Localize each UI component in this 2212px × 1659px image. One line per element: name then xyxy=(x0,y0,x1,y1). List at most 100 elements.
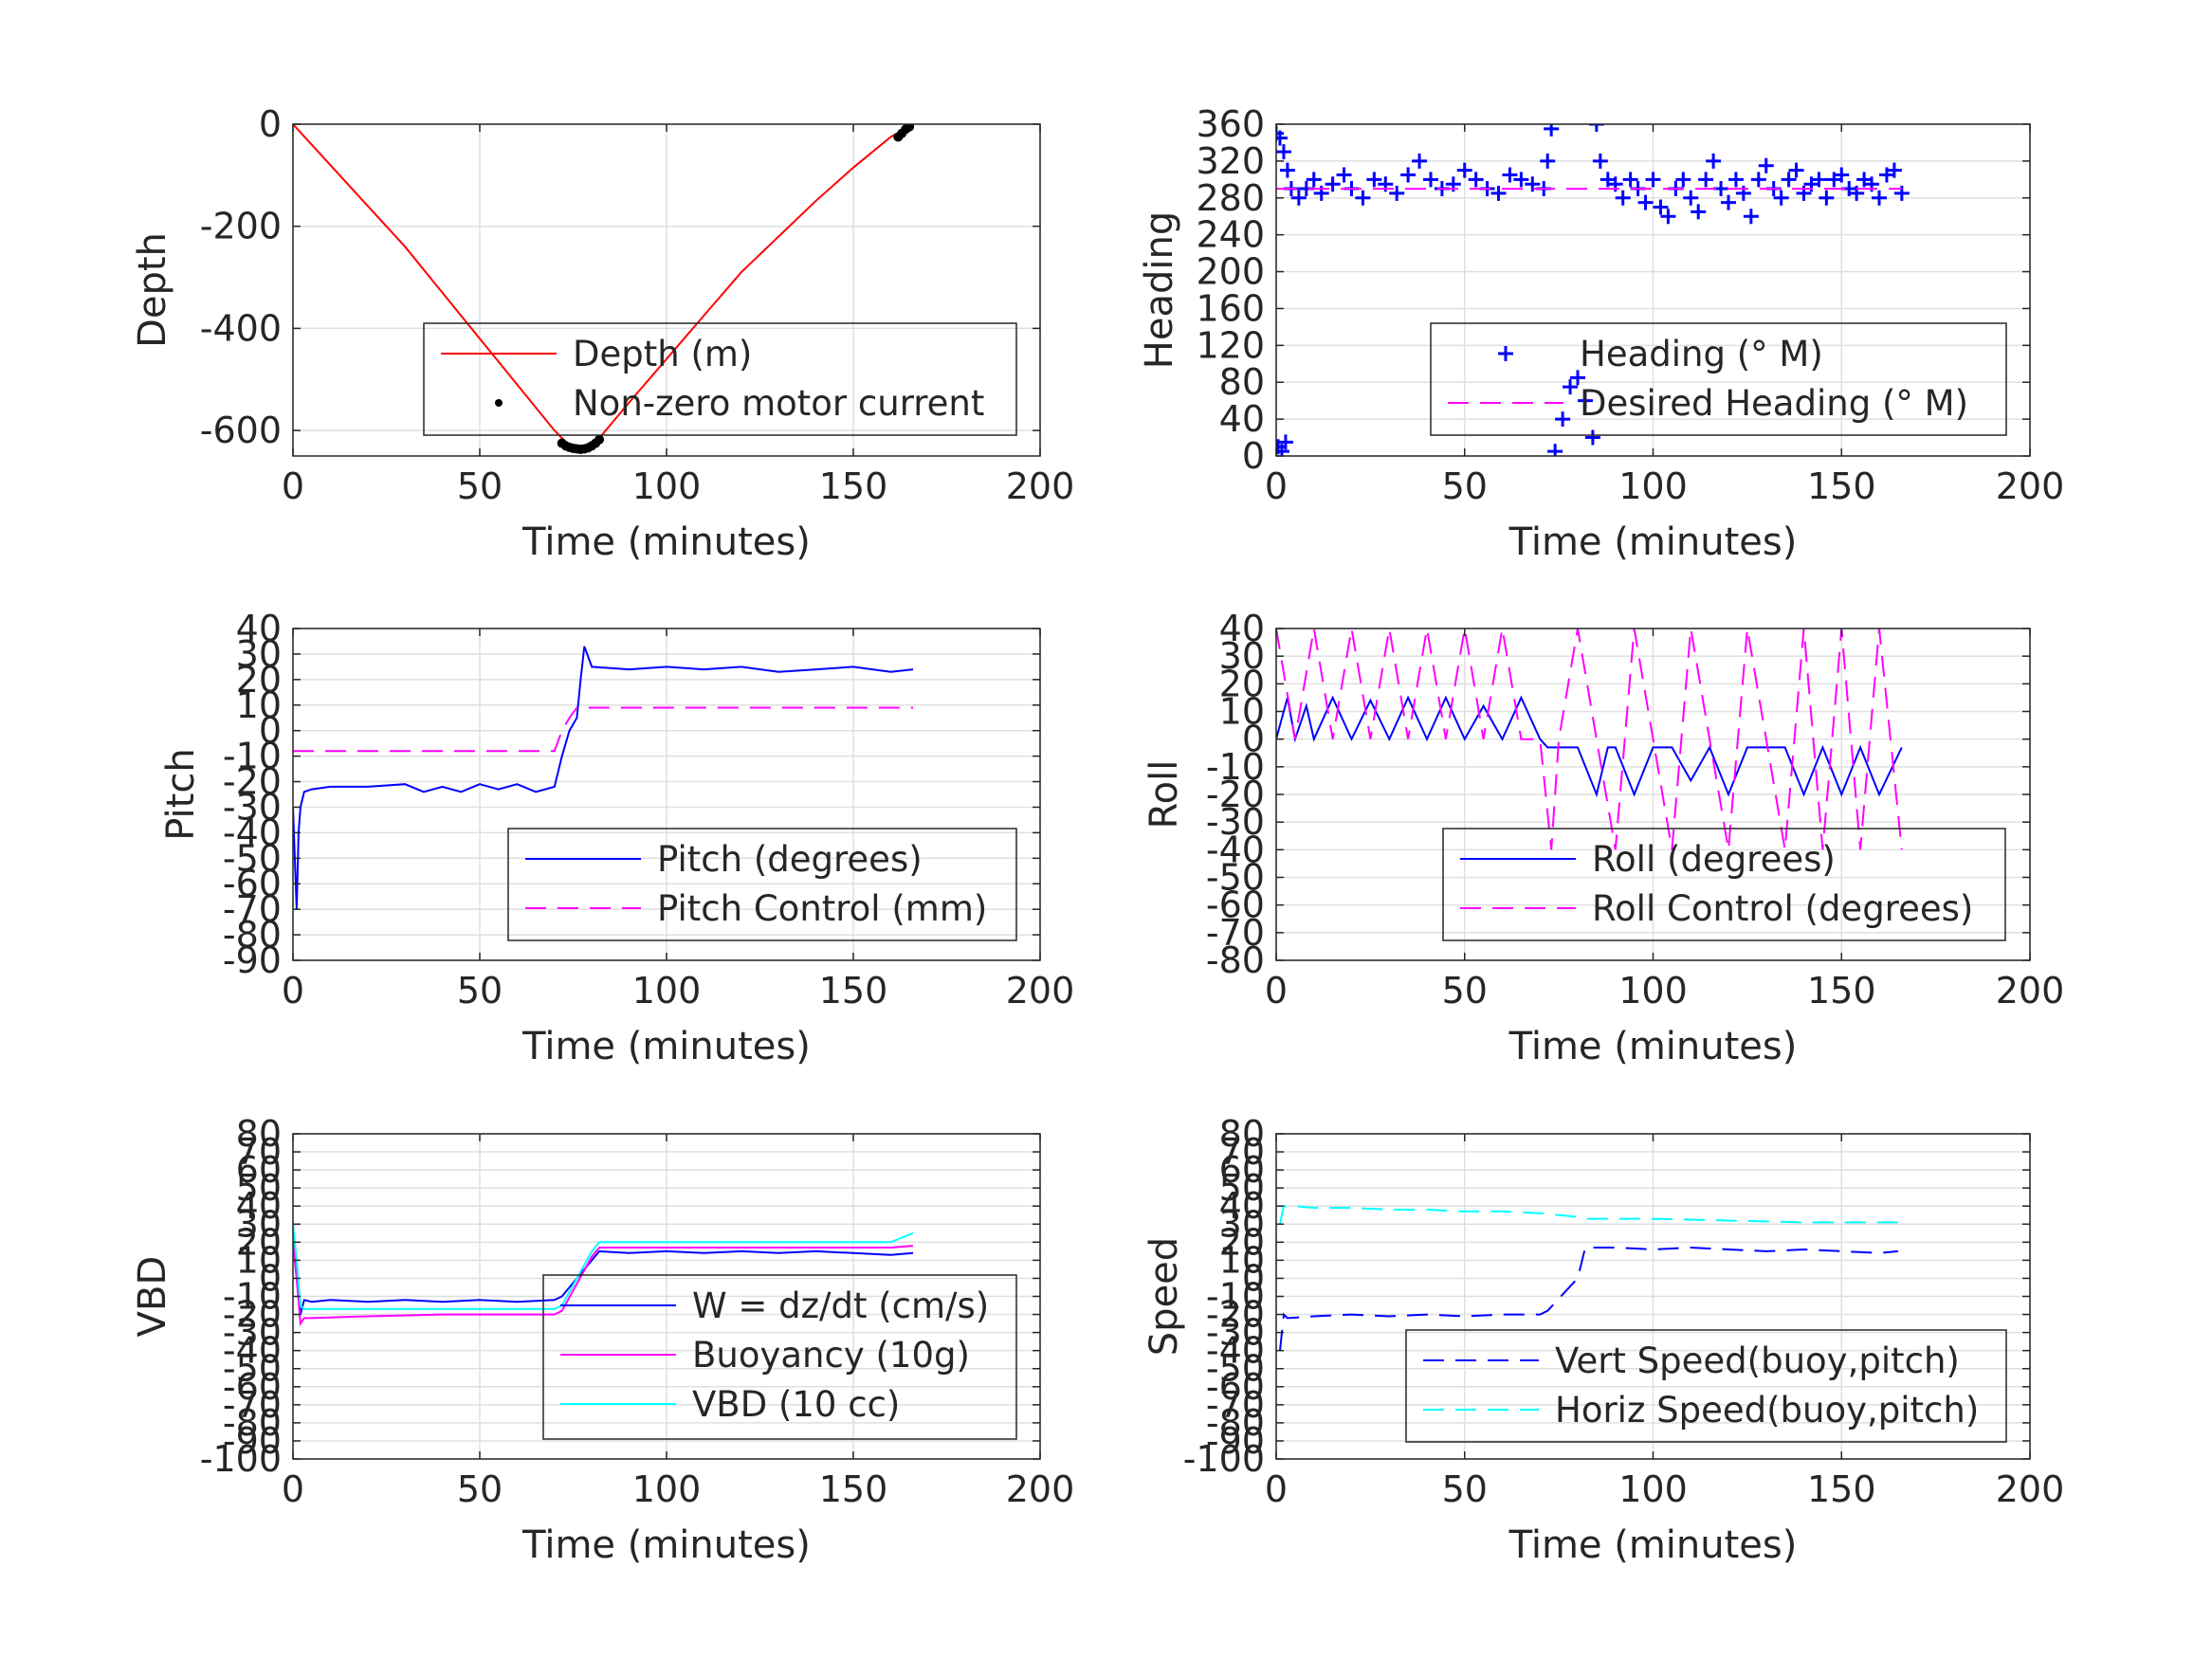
y-tick-label: 70 xyxy=(236,1131,282,1173)
data-point-plus xyxy=(1577,392,1593,409)
data-point-plus xyxy=(1555,411,1571,428)
legend-label: Depth (m) xyxy=(573,334,752,374)
x-tick-label: 50 xyxy=(457,970,503,1012)
legend: Heading (° M) Desired Heading (° M) xyxy=(1430,322,2007,436)
data-point-plus xyxy=(1355,190,1371,206)
y-tick-label: -70 xyxy=(223,888,282,930)
data-point-plus xyxy=(1584,429,1600,446)
y-tick-label: 20 xyxy=(236,1221,282,1263)
series-roll-0-line xyxy=(1276,695,1903,798)
y-tick-label: 240 xyxy=(1196,214,1265,256)
y-tick-label: -50 xyxy=(223,1348,282,1390)
data-point-plus xyxy=(1570,370,1585,386)
data-layer xyxy=(293,1224,914,1326)
data-point-plus xyxy=(1819,190,1835,206)
y-axis-label: Roll xyxy=(1143,760,1186,830)
y-tick-label: 200 xyxy=(1196,251,1265,293)
y-tick-label: -20 xyxy=(223,1294,282,1336)
y-tick-label: -60 xyxy=(1206,884,1265,926)
data-point-plus xyxy=(1422,172,1438,188)
data-point-plus xyxy=(1788,162,1804,178)
data-point-plus xyxy=(1750,172,1766,188)
x-axis-label: Time (minutes) xyxy=(1508,520,1798,564)
legend: Depth (m) Non-zero motor current xyxy=(423,322,1017,436)
series-vbd-2-line xyxy=(293,1224,914,1310)
x-tick-label: 150 xyxy=(1807,1468,1876,1510)
x-tick-label: 50 xyxy=(457,465,503,507)
y-tick-label: -20 xyxy=(1206,774,1265,815)
data-point-plus xyxy=(1306,172,1322,188)
data-point-plus xyxy=(1622,172,1638,188)
y-tick-label: 30 xyxy=(1219,1203,1265,1245)
data-point-plus xyxy=(1773,190,1789,206)
y-tick-label: -50 xyxy=(1206,857,1265,899)
x-tick-label: 200 xyxy=(1996,970,2065,1012)
data-point-plus xyxy=(1276,130,1288,146)
series-roll-1-line xyxy=(1276,629,1903,850)
y-tick-label: 10 xyxy=(1219,691,1265,733)
chart-vbd: 0 50 100 150 200-100-90-80-70-60-50-40-30-20… xyxy=(131,1113,1074,1567)
data-point-plus xyxy=(1490,185,1507,201)
data-point-plus xyxy=(1706,153,1722,169)
y-tick-label: -40 xyxy=(223,811,282,853)
legend: Roll (degrees) Roll Control (degrees) xyxy=(1442,828,2006,941)
y-tick-label: -30 xyxy=(223,1312,282,1354)
y-tick-label: -40 xyxy=(1206,829,1265,870)
data-point-plus xyxy=(1513,172,1529,188)
y-tick-label: -20 xyxy=(223,761,282,803)
chart-speed: 0 50 100 150 200-100-90-80-70-60-50-40-30-20… xyxy=(1143,1113,2064,1567)
y-tick-label: 80 xyxy=(236,1113,282,1155)
legend-box xyxy=(542,1274,1017,1440)
x-axis-label: Time (minutes) xyxy=(1508,1523,1798,1567)
legend-label: Buoyancy (10g) xyxy=(692,1335,970,1376)
legend-box xyxy=(1405,1329,2007,1443)
y-tick-label: 60 xyxy=(236,1149,282,1191)
x-tick-label: 100 xyxy=(1618,970,1688,1012)
y-tick-label: 40 xyxy=(1219,1185,1265,1227)
y-tick-label: 20 xyxy=(1219,663,1265,704)
data-point-plus xyxy=(1660,209,1676,225)
y-tick-label: -90 xyxy=(223,1420,282,1462)
x-tick-label: 200 xyxy=(1006,970,1075,1012)
data-point-plus xyxy=(1615,190,1631,206)
legend-label: W = dz/dt (cm/s) xyxy=(692,1285,989,1326)
y-tick-label: 360 xyxy=(1196,103,1265,145)
legend-box xyxy=(423,322,1017,436)
y-tick-label: -100 xyxy=(1183,1438,1265,1480)
legend-label: Roll Control (degrees) xyxy=(1592,888,1973,929)
y-tick-label: 40 xyxy=(1219,398,1265,440)
data-point-plus xyxy=(1412,153,1428,169)
x-tick-label: 50 xyxy=(1442,465,1488,507)
legend: Pitch (degrees) Pitch Control (mm) xyxy=(507,828,1017,941)
data-point-plus xyxy=(1279,162,1295,178)
x-tick-label: 100 xyxy=(632,1468,702,1510)
data-point-plus xyxy=(1468,172,1484,188)
y-tick-label: -10 xyxy=(223,1276,282,1318)
legend-label: Roll (degrees) xyxy=(1592,839,1836,880)
y-tick-label: 120 xyxy=(1196,324,1265,366)
legend-marker-plus xyxy=(1498,346,1513,361)
data-point-plus xyxy=(1325,176,1341,192)
y-tick-label: 20 xyxy=(236,659,282,701)
y-tick-label: -70 xyxy=(1206,912,1265,954)
data-point-plus xyxy=(1290,190,1307,206)
x-tick-label: 150 xyxy=(819,465,888,507)
y-tick-label: 20 xyxy=(1219,1221,1265,1263)
y-tick-label: 10 xyxy=(236,684,282,726)
legend-label: VBD (10 cc) xyxy=(692,1384,900,1425)
data-point-plus xyxy=(1653,199,1669,215)
data-point-plus xyxy=(1544,124,1560,137)
legend: Vert Speed(buoy,pitch) Horiz Speed(buoy,p… xyxy=(1405,1329,2007,1443)
data-point-plus xyxy=(1721,194,1736,210)
y-tick-label: 30 xyxy=(1219,635,1265,677)
legend-box xyxy=(1430,322,2007,436)
legend-label: Heading (° M) xyxy=(1580,334,1823,374)
data-point-plus xyxy=(1389,185,1405,201)
y-tick-label: -90 xyxy=(223,939,282,981)
y-tick-label: -30 xyxy=(223,786,282,828)
series-speed-1-line xyxy=(1279,1205,1898,1225)
x-tick-label: 100 xyxy=(1618,465,1688,507)
data-point-plus xyxy=(1400,167,1417,183)
data-point-plus xyxy=(1276,144,1291,160)
